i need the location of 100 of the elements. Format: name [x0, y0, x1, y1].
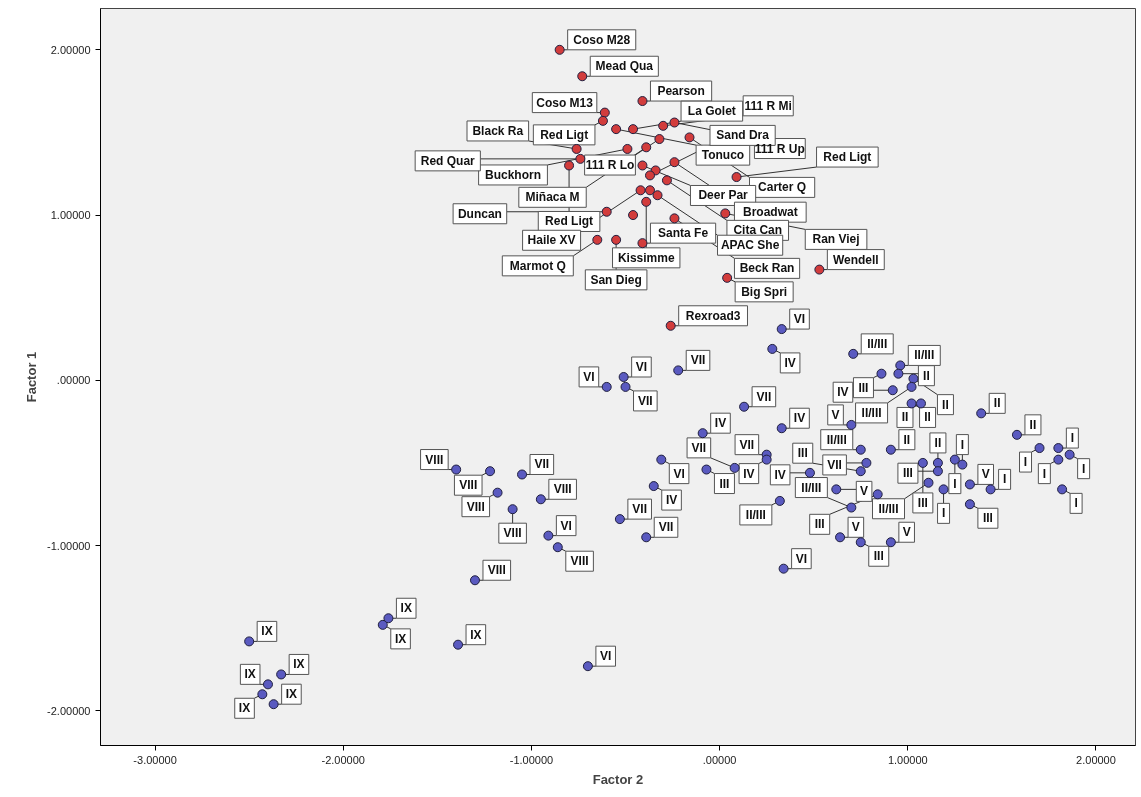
annotation: V: [851, 520, 860, 535]
annotation: Miñaca M: [525, 190, 580, 205]
annotation: IX: [238, 701, 251, 716]
y-tick-label: 1.00000: [50, 209, 91, 222]
annotation: VI: [583, 369, 595, 384]
annotation: Red Ligt: [540, 127, 589, 142]
annotation: IX: [400, 601, 412, 616]
annotation: Broadwat: [742, 205, 798, 220]
annotation: APAC She: [720, 238, 780, 253]
annotation: II/III: [867, 336, 888, 351]
annotation: VII: [658, 520, 674, 535]
point: [611, 234, 622, 245]
annotation: IX: [293, 657, 305, 672]
x-tick-label: 1.00000: [887, 753, 928, 766]
x-axis-title: Factor 2: [592, 771, 644, 787]
annotation: IV: [793, 411, 806, 426]
annotation: II: [901, 410, 909, 425]
x-tick-label: -2.00000: [321, 753, 365, 766]
point: [592, 234, 603, 245]
annotation: VIII: [466, 499, 485, 514]
annotation: IV: [837, 385, 849, 400]
point: [641, 196, 652, 207]
annotation: I: [1002, 472, 1007, 487]
point: [637, 238, 648, 249]
annotation: Deer Par: [698, 188, 749, 203]
x-tick-label: 2.00000: [1076, 753, 1116, 766]
y-tick-label: -1.00000: [47, 539, 91, 552]
annotation: Red Quar: [420, 153, 476, 168]
annotation: Santa Fe: [658, 226, 709, 241]
annotation: III: [719, 476, 730, 491]
annotation: V: [981, 467, 990, 482]
point: [635, 185, 646, 196]
annotation: Black Ra: [472, 123, 524, 138]
annotation: VI: [793, 312, 806, 327]
annotation: Kissimme: [617, 250, 675, 265]
annotation: II/III: [878, 501, 899, 516]
point: [665, 320, 676, 331]
annotation: Sand Dra: [716, 128, 770, 143]
annotation: II/III: [745, 507, 766, 522]
annotation: Big Spri: [741, 284, 788, 299]
annotation: VII: [756, 389, 772, 404]
x-tick-label: .00000: [702, 753, 737, 766]
point: [637, 96, 648, 107]
annotation: II: [934, 435, 942, 450]
annotation: Red Ligt: [823, 150, 872, 165]
annotation: VI: [600, 649, 612, 664]
annotation: III: [902, 466, 913, 481]
y-tick-label: 2.00000: [50, 43, 91, 56]
annotation: Marmot Q: [509, 258, 566, 273]
point: [661, 175, 672, 186]
annotation: Duncan: [457, 206, 502, 221]
annotation: III: [917, 495, 928, 510]
annotation: La Golet: [687, 104, 736, 119]
point: [669, 157, 680, 168]
annotation: VII: [827, 457, 842, 472]
annotation: VII: [690, 353, 706, 368]
annotation: IX: [285, 687, 298, 702]
point: [644, 185, 655, 196]
annotation: V: [902, 525, 911, 540]
annotation: VII: [739, 437, 755, 452]
point: [575, 153, 586, 164]
point: [564, 160, 575, 171]
point: [652, 190, 663, 201]
point: [654, 134, 665, 145]
point: [571, 143, 582, 154]
annotation: V: [831, 407, 840, 422]
annotation: Cita Can: [733, 223, 783, 238]
annotation: IV: [743, 466, 755, 481]
x-tick-label: -3.00000: [133, 753, 177, 766]
point: [814, 264, 825, 275]
annotation: Coso M13: [536, 95, 594, 110]
annotation: VIII: [553, 482, 572, 497]
y-tick-label: -2.00000: [47, 704, 91, 717]
point: [641, 142, 652, 153]
annotation: III: [858, 380, 869, 395]
annotation: I: [953, 476, 957, 491]
annotation: VIII: [459, 478, 478, 493]
annotation: VI: [635, 360, 648, 374]
annotation: VI: [795, 551, 808, 566]
annotation: II: [923, 368, 930, 383]
annotation: I: [941, 506, 946, 521]
point: [644, 170, 655, 181]
annotation: II: [942, 397, 949, 412]
annotation: II: [993, 396, 1001, 411]
annotation: Wendell: [832, 252, 879, 267]
point: [597, 115, 608, 126]
annotation: I: [960, 437, 965, 452]
annotation: VII: [637, 393, 653, 408]
x-tick-label: -1.00000: [509, 753, 554, 766]
annotation: IV: [784, 355, 796, 370]
annotation: III: [982, 511, 993, 526]
annotation: VIII: [570, 554, 589, 569]
point: [599, 107, 610, 118]
annotation: VI: [560, 518, 572, 533]
y-tick-label: .00000: [56, 374, 91, 387]
annotation: II/III: [914, 348, 935, 363]
annotation: 111 R Up: [754, 141, 805, 156]
annotation: V: [860, 484, 869, 499]
annotation: 111 R Mi: [744, 98, 792, 113]
annotation: III: [814, 517, 825, 532]
